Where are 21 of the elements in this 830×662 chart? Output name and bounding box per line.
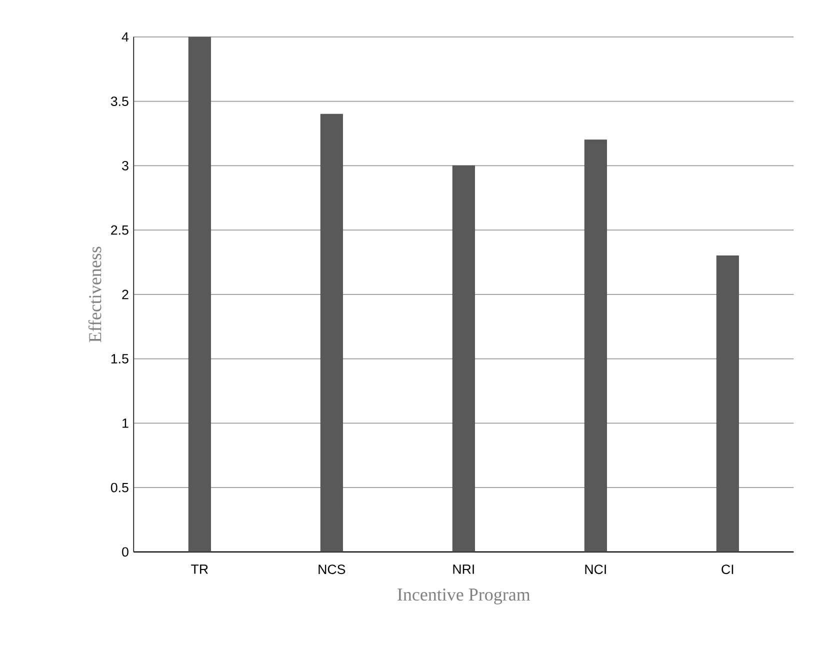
x-tick-label: CI — [722, 564, 734, 574]
y-tick-label: 0.5 — [110, 482, 128, 492]
x-tick-label: NCI — [585, 564, 606, 574]
bar — [188, 36, 211, 552]
y-tick-label: 4 — [122, 32, 129, 42]
y-tick-label: 2.5 — [111, 225, 128, 235]
y-tick-label: 3.5 — [110, 96, 128, 106]
bar — [452, 165, 475, 552]
y-axis-title: Effectiveness — [88, 246, 102, 342]
x-axis-title: Incentive Program — [398, 588, 530, 604]
x-tick-label: NRI — [453, 564, 474, 574]
bar — [584, 140, 607, 552]
x-tick-label: TR — [191, 564, 208, 574]
y-tick-label: 1 — [122, 418, 128, 428]
bar — [716, 256, 739, 552]
y-tick-label: 3 — [122, 160, 128, 170]
y-tick-label: 0 — [122, 547, 128, 557]
x-tick-label: NCS — [318, 564, 346, 574]
y-tick-label: 2 — [122, 290, 128, 300]
bar — [320, 114, 343, 552]
y-tick-label: 1.5 — [111, 354, 128, 364]
